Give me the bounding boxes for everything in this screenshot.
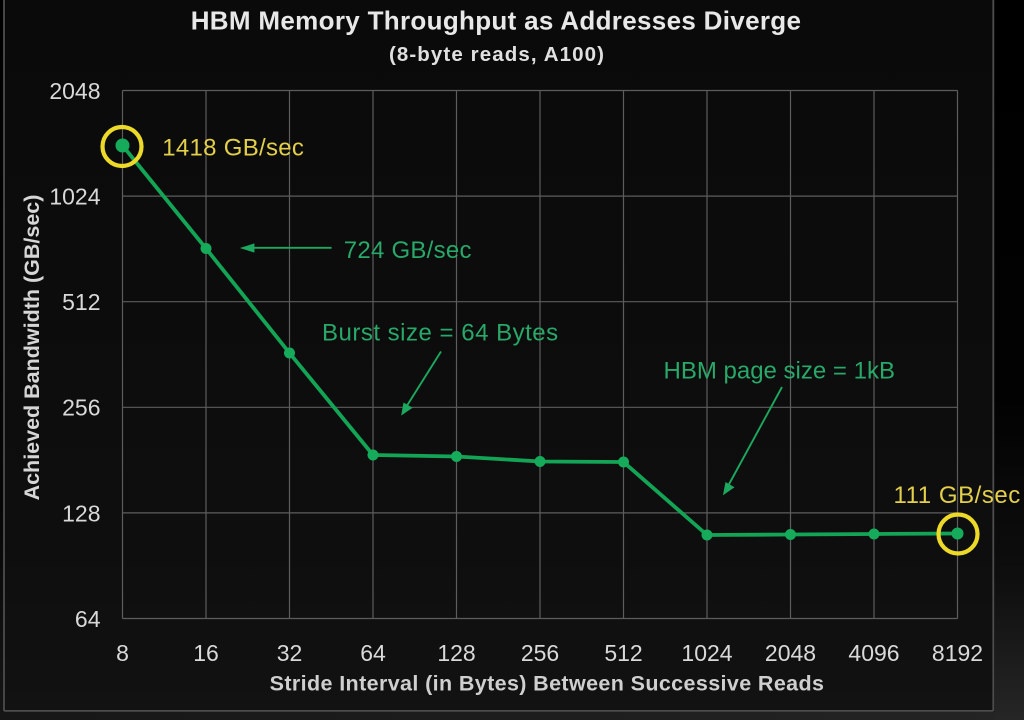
svg-text:32: 32 — [277, 640, 303, 666]
svg-text:Burst size = 64 Bytes: Burst size = 64 Bytes — [322, 320, 559, 347]
svg-text:724 GB/sec: 724 GB/sec — [344, 237, 472, 264]
svg-text:HBM Memory Throughput as Addre: HBM Memory Throughput as Addresses Diver… — [191, 6, 802, 36]
svg-text:2048: 2048 — [765, 640, 816, 666]
svg-text:1418 GB/sec: 1418 GB/sec — [162, 135, 304, 162]
svg-text:HBM page size = 1kB: HBM page size = 1kB — [664, 358, 895, 385]
svg-text:(8-byte reads, A100): (8-byte reads, A100) — [389, 43, 605, 66]
svg-text:8192: 8192 — [932, 640, 983, 666]
svg-text:2048: 2048 — [49, 78, 100, 104]
svg-text:64: 64 — [360, 640, 386, 666]
svg-text:Achieved Bandwidth (GB/sec): Achieved Bandwidth (GB/sec) — [20, 195, 44, 501]
svg-text:8: 8 — [116, 640, 129, 666]
svg-text:1024: 1024 — [49, 184, 100, 210]
svg-text:Stride Interval (in Bytes) Bet: Stride Interval (in Bytes) Between Succe… — [270, 672, 825, 696]
svg-text:16: 16 — [193, 640, 219, 666]
svg-text:1024: 1024 — [681, 640, 732, 666]
svg-text:512: 512 — [62, 289, 100, 315]
svg-text:128: 128 — [62, 500, 100, 526]
svg-text:256: 256 — [62, 395, 100, 421]
svg-text:111 GB/sec: 111 GB/sec — [894, 482, 1021, 509]
svg-text:512: 512 — [604, 640, 642, 666]
svg-text:64: 64 — [75, 606, 101, 632]
svg-text:256: 256 — [521, 640, 559, 666]
svg-text:4096: 4096 — [848, 640, 899, 666]
svg-text:128: 128 — [437, 640, 475, 666]
